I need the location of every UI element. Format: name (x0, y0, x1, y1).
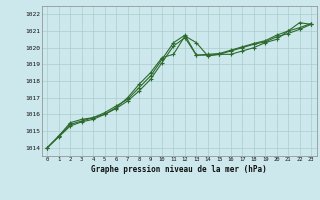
X-axis label: Graphe pression niveau de la mer (hPa): Graphe pression niveau de la mer (hPa) (91, 165, 267, 174)
